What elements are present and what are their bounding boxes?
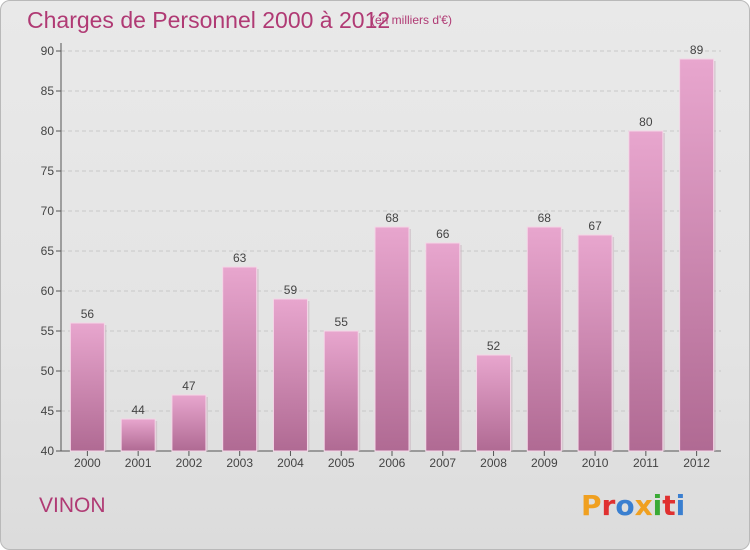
- chart-title: Charges de Personnel 2000 à 2012: [27, 7, 391, 33]
- x-tick-label: 2001: [125, 456, 152, 470]
- bar: [222, 266, 258, 452]
- y-tick-label: 90: [41, 44, 55, 58]
- x-tick-label: 2010: [582, 456, 609, 470]
- data-label: 66: [436, 227, 450, 241]
- y-tick-label: 55: [41, 324, 55, 338]
- y-tick-label: 70: [41, 204, 55, 218]
- x-tick-label: 2006: [379, 456, 406, 470]
- y-tick-label: 80: [41, 124, 55, 138]
- x-tick-label: 2009: [531, 456, 558, 470]
- x-tick-label: 2005: [328, 456, 355, 470]
- proxiti-logo[interactable]: Proxiti: [581, 489, 685, 522]
- x-tick-label: 2000: [74, 456, 101, 470]
- logo-letter: i: [652, 489, 663, 522]
- bar: [374, 226, 410, 452]
- bar: [577, 234, 613, 452]
- data-label: 68: [538, 211, 552, 225]
- data-label: 67: [588, 219, 602, 233]
- x-tick-label: 2007: [429, 456, 456, 470]
- x-tick-label: 2012: [683, 456, 710, 470]
- y-tick-label: 65: [41, 244, 55, 258]
- commune-name: VINON: [39, 494, 106, 517]
- bar: [69, 322, 105, 452]
- data-label: 55: [335, 315, 349, 329]
- data-label: 68: [385, 211, 399, 225]
- y-tick-label: 60: [41, 284, 55, 298]
- bar: [323, 330, 359, 452]
- data-label: 56: [81, 307, 95, 321]
- bar: [425, 242, 461, 452]
- y-tick-label: 75: [41, 164, 55, 178]
- logo-letter: t: [662, 489, 676, 522]
- x-tick-label: 2008: [480, 456, 507, 470]
- x-tick-label: 2011: [633, 456, 659, 470]
- data-label: 63: [233, 251, 247, 265]
- data-label: 52: [487, 339, 501, 353]
- logo-letter: o: [615, 489, 635, 522]
- bar: [171, 394, 207, 452]
- bar: [120, 418, 156, 452]
- bar: [476, 354, 512, 452]
- y-tick-label: 40: [41, 444, 55, 458]
- bar: [526, 226, 562, 452]
- bar-chart: 40 45 50 55 60 65 70 75 80 85 90 56 2000 44 2001 47 2002…: [41, 43, 721, 470]
- chart-subtitle: (en milliers d'€): [371, 13, 452, 27]
- y-tick-label: 45: [41, 404, 55, 418]
- logo-letter: i: [675, 489, 686, 522]
- data-label: 89: [690, 43, 704, 57]
- data-label: 47: [182, 379, 196, 393]
- bar: [272, 298, 308, 452]
- logo-letter: P: [581, 489, 602, 522]
- data-label: 80: [639, 115, 653, 129]
- logo-letter: x: [634, 489, 653, 522]
- x-tick-label: 2003: [226, 456, 253, 470]
- x-tick-label: 2002: [176, 456, 203, 470]
- y-tick-label: 85: [41, 84, 55, 98]
- bar: [628, 130, 664, 452]
- y-tick-label: 50: [41, 364, 55, 378]
- x-tick-label: 2004: [277, 456, 304, 470]
- logo-letter: r: [601, 489, 616, 522]
- data-label: 59: [284, 283, 298, 297]
- data-label: 44: [131, 403, 145, 417]
- bar: [679, 58, 715, 452]
